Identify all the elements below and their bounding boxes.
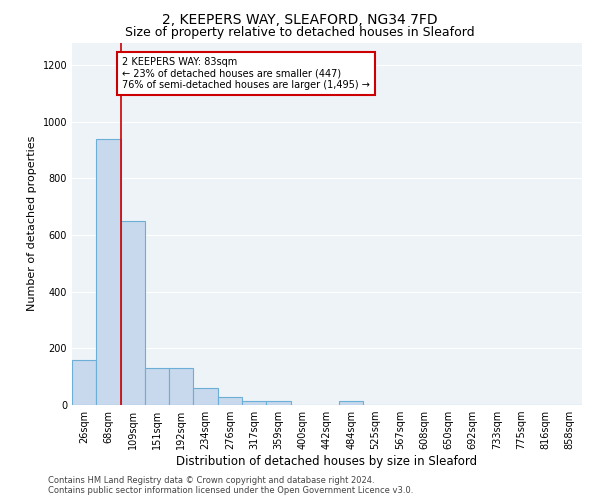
Bar — [96, 139, 121, 405]
Bar — [193, 388, 218, 405]
X-axis label: Distribution of detached houses by size in Sleaford: Distribution of detached houses by size … — [176, 455, 478, 468]
Bar — [72, 360, 96, 405]
Bar — [266, 401, 290, 405]
Bar — [145, 368, 169, 405]
Text: Contains HM Land Registry data © Crown copyright and database right 2024.
Contai: Contains HM Land Registry data © Crown c… — [48, 476, 413, 495]
Text: 2 KEEPERS WAY: 83sqm
← 23% of detached houses are smaller (447)
76% of semi-deta: 2 KEEPERS WAY: 83sqm ← 23% of detached h… — [122, 56, 370, 90]
Bar — [121, 221, 145, 405]
Text: 2, KEEPERS WAY, SLEAFORD, NG34 7FD: 2, KEEPERS WAY, SLEAFORD, NG34 7FD — [162, 12, 438, 26]
Bar — [218, 397, 242, 405]
Text: Size of property relative to detached houses in Sleaford: Size of property relative to detached ho… — [125, 26, 475, 39]
Bar — [242, 401, 266, 405]
Bar — [339, 401, 364, 405]
Y-axis label: Number of detached properties: Number of detached properties — [27, 136, 37, 312]
Bar — [169, 368, 193, 405]
